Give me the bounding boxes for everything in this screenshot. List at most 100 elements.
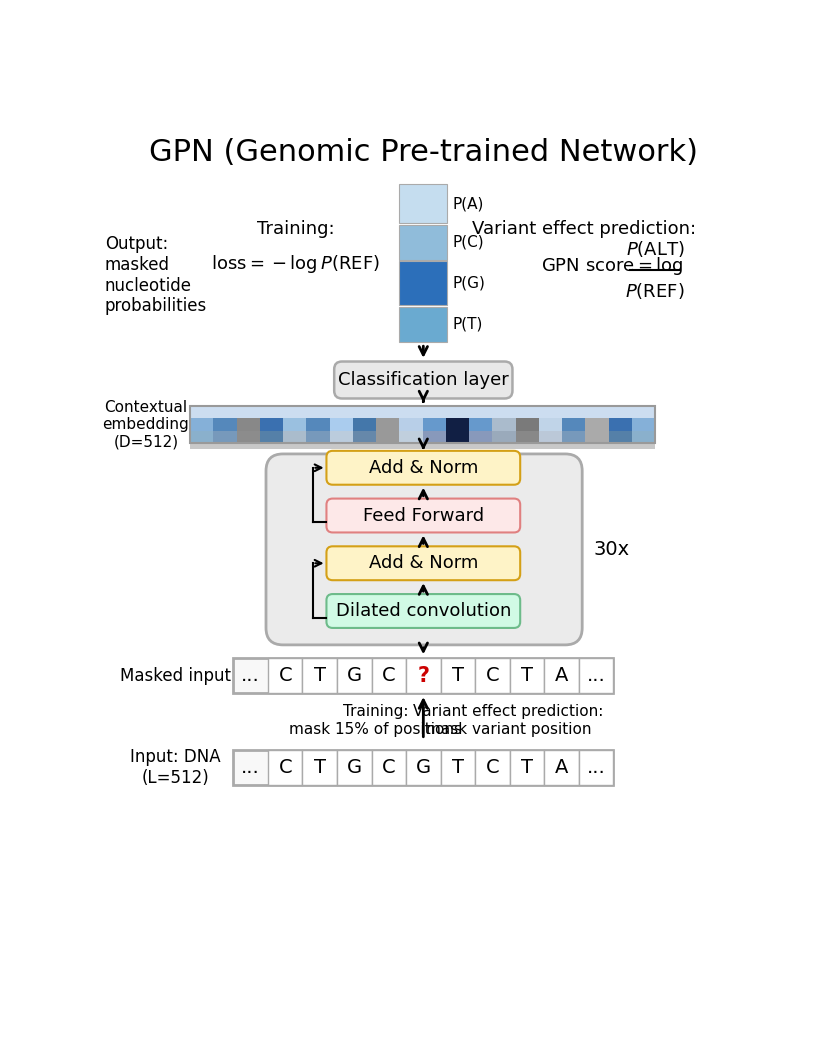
Bar <box>562 431 586 443</box>
Bar <box>213 406 236 418</box>
Bar <box>632 431 655 443</box>
Text: 30x: 30x <box>594 539 630 559</box>
Bar <box>492 418 515 431</box>
Text: $\mathrm{GPN\ score} = \log$: $\mathrm{GPN\ score} = \log$ <box>541 255 684 277</box>
Text: GPN (Genomic Pre-trained Network): GPN (Genomic Pre-trained Network) <box>149 138 698 167</box>
Bar <box>475 658 510 693</box>
Text: G: G <box>347 666 362 685</box>
Text: T: T <box>521 666 533 685</box>
Bar <box>492 431 515 443</box>
Bar <box>586 418 609 431</box>
Text: $\mathrm{loss} = -\log P(\mathrm{REF})$: $\mathrm{loss} = -\log P(\mathrm{REF})$ <box>211 253 380 275</box>
Bar <box>423 406 446 418</box>
Text: Add & Norm: Add & Norm <box>368 554 478 572</box>
Bar <box>399 406 423 418</box>
Bar <box>306 431 330 443</box>
Bar <box>190 431 213 443</box>
Bar <box>190 443 655 449</box>
Bar <box>609 406 632 418</box>
Bar <box>510 750 544 785</box>
Bar <box>544 750 579 785</box>
FancyBboxPatch shape <box>326 546 520 580</box>
Bar <box>260 418 283 431</box>
Bar <box>579 750 613 785</box>
Text: Training:
mask 15% of positions: Training: mask 15% of positions <box>289 704 462 737</box>
Bar <box>190 418 213 431</box>
Bar <box>234 750 613 785</box>
Bar <box>260 406 283 418</box>
Text: G: G <box>347 758 362 776</box>
Bar <box>306 418 330 431</box>
Text: Masked input: Masked input <box>120 667 230 685</box>
Bar <box>539 406 562 418</box>
Text: ...: ... <box>586 666 605 685</box>
Bar <box>399 224 448 260</box>
Bar <box>586 406 609 418</box>
Bar <box>330 406 353 418</box>
Text: Output:
masked
nucleotide
probabilities: Output: masked nucleotide probabilities <box>105 235 207 315</box>
Bar <box>515 418 539 431</box>
Bar <box>283 418 306 431</box>
Bar <box>446 406 469 418</box>
Text: T: T <box>452 666 464 685</box>
Bar <box>376 431 399 443</box>
Text: $P(\mathrm{REF})$: $P(\mathrm{REF})$ <box>625 280 685 301</box>
Bar <box>337 658 372 693</box>
Text: A: A <box>555 666 568 685</box>
Text: P(G): P(G) <box>453 276 486 291</box>
Text: ...: ... <box>586 758 605 776</box>
Bar <box>492 406 515 418</box>
Bar <box>236 418 260 431</box>
Text: Training:: Training: <box>257 220 335 238</box>
Text: C: C <box>486 666 499 685</box>
Bar <box>399 431 423 443</box>
Text: Input: DNA
(L=512): Input: DNA (L=512) <box>130 748 221 787</box>
Text: ...: ... <box>241 666 260 685</box>
Text: Dilated convolution: Dilated convolution <box>335 602 511 620</box>
Text: C: C <box>278 666 292 685</box>
Bar <box>406 658 440 693</box>
Text: ?: ? <box>417 666 430 686</box>
Bar <box>302 658 337 693</box>
Bar <box>609 418 632 431</box>
FancyBboxPatch shape <box>326 498 520 532</box>
Text: Contextual
embedding
(D=512): Contextual embedding (D=512) <box>102 399 189 449</box>
Bar <box>440 750 475 785</box>
Bar <box>236 406 260 418</box>
Bar <box>539 418 562 431</box>
Text: Variant effect prediction:
mask variant position: Variant effect prediction: mask variant … <box>413 704 604 737</box>
Bar <box>399 307 448 342</box>
Bar <box>376 418 399 431</box>
Text: T: T <box>314 758 325 776</box>
Bar <box>372 658 406 693</box>
Bar <box>268 750 302 785</box>
Text: A: A <box>555 758 568 776</box>
Bar <box>353 418 376 431</box>
Text: C: C <box>382 666 396 685</box>
Bar <box>562 406 586 418</box>
Bar <box>268 658 302 693</box>
Bar <box>213 418 236 431</box>
Bar <box>440 658 475 693</box>
Bar <box>446 418 469 431</box>
Bar <box>469 418 492 431</box>
Bar <box>446 431 469 443</box>
Text: T: T <box>314 666 325 685</box>
Bar <box>609 431 632 443</box>
Text: Classification layer: Classification layer <box>338 371 509 389</box>
Text: G: G <box>415 758 431 776</box>
Bar <box>510 658 544 693</box>
Text: C: C <box>278 758 292 776</box>
Bar <box>353 431 376 443</box>
Text: T: T <box>452 758 464 776</box>
Text: Feed Forward: Feed Forward <box>363 507 484 525</box>
Bar <box>475 750 510 785</box>
Bar <box>306 406 330 418</box>
Bar <box>632 406 655 418</box>
Bar <box>260 431 283 443</box>
Text: P(A): P(A) <box>453 196 484 211</box>
Text: P(T): P(T) <box>453 316 483 331</box>
Bar <box>515 431 539 443</box>
Bar <box>539 431 562 443</box>
FancyBboxPatch shape <box>335 361 512 398</box>
